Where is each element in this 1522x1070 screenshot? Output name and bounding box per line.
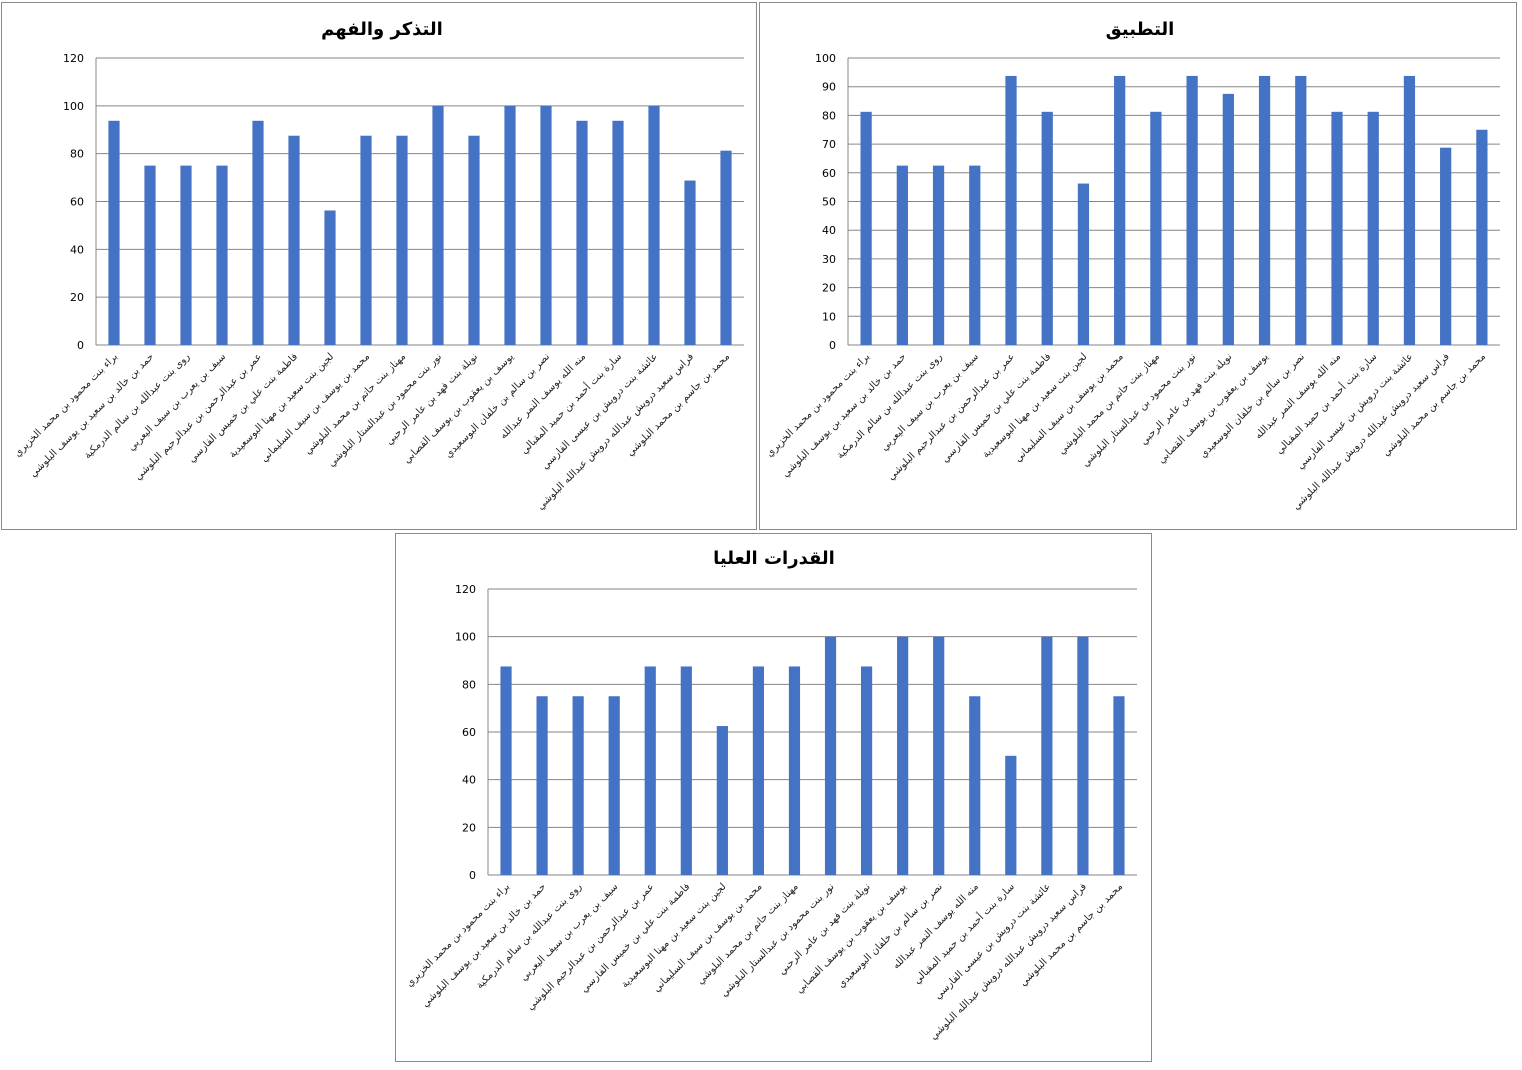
chart-title: التطبيق xyxy=(1106,19,1175,40)
y-tick-label: 60 xyxy=(70,196,84,209)
bar xyxy=(684,180,696,345)
chart-panel-remember-understand: التذكر والفهم 0 20 40 60 80 100 120 براء بنت محم… xyxy=(1,2,757,530)
bar xyxy=(720,150,732,345)
y-tick-label: 80 xyxy=(822,109,836,122)
bar xyxy=(1077,183,1090,345)
bar xyxy=(897,636,909,875)
bar xyxy=(180,165,192,346)
bar xyxy=(1367,111,1379,345)
bar xyxy=(752,666,765,875)
bar xyxy=(468,135,480,345)
bar xyxy=(1005,755,1017,875)
chart-panel-higher-abilities: القدرات العليا 0 20 40 60 80 100 120 براء بنت مح… xyxy=(395,533,1152,1062)
y-tick-label: 20 xyxy=(462,821,476,834)
y-tick-label: 50 xyxy=(822,196,836,209)
bar xyxy=(608,696,620,875)
y-tick-label: 100 xyxy=(63,100,84,113)
bar xyxy=(576,120,588,345)
x-category-label: عمر بن عبدالرحمن بن عبدالرحيم البلوشي xyxy=(525,881,656,1012)
bar xyxy=(644,666,656,875)
bar xyxy=(252,120,264,345)
y-tick-label: 20 xyxy=(70,291,84,304)
bar xyxy=(1295,75,1307,345)
y-tick-label: 70 xyxy=(822,138,836,151)
bar xyxy=(1077,636,1089,875)
y-tick-label: 90 xyxy=(822,81,836,94)
bar xyxy=(504,105,516,345)
bar xyxy=(360,135,372,345)
bar xyxy=(1222,93,1234,346)
bar xyxy=(1403,75,1416,345)
bar xyxy=(860,666,873,875)
bar xyxy=(969,165,981,346)
bar xyxy=(396,135,408,345)
bar xyxy=(540,105,552,345)
bar xyxy=(896,165,908,346)
y-tick-label: 30 xyxy=(822,253,836,266)
bar xyxy=(1258,75,1271,345)
y-tick-label: 120 xyxy=(455,583,476,596)
bar xyxy=(1186,75,1198,345)
x-category-label: عمر بن عبدالرحمن بن عبدالرحيم البلوشي xyxy=(133,351,264,482)
x-category-label: عمر بن عبدالرحمن بن عبدالرحيم البلوشي xyxy=(886,351,1017,482)
bar xyxy=(500,666,512,875)
bar xyxy=(288,135,300,345)
y-tick-label: 0 xyxy=(829,339,836,352)
bar xyxy=(1113,696,1125,875)
y-tick-label: 10 xyxy=(822,310,836,323)
y-tick-label: 80 xyxy=(462,678,476,691)
y-tick-label: 100 xyxy=(455,631,476,644)
bar xyxy=(1440,147,1452,345)
bar xyxy=(716,726,728,875)
y-tick-label: 40 xyxy=(70,243,84,256)
bar xyxy=(1114,75,1126,345)
bar xyxy=(969,696,981,875)
chart-title: التذكر والفهم xyxy=(321,19,443,40)
bar xyxy=(612,120,624,345)
bar xyxy=(572,696,584,875)
bar xyxy=(1005,75,1017,345)
y-tick-label: 120 xyxy=(63,52,84,65)
y-tick-label: 20 xyxy=(822,282,836,295)
bar xyxy=(1476,129,1488,345)
y-tick-label: 60 xyxy=(822,167,836,180)
bar xyxy=(860,111,872,345)
chart-panel-application: التطبيق 0 10 20 30 40 50 60 70 80 90 100 براء بنت مح… xyxy=(759,2,1517,530)
bar xyxy=(144,165,156,346)
y-tick-label: 80 xyxy=(70,148,84,161)
bar xyxy=(1041,636,1053,875)
bar xyxy=(788,666,801,875)
bar xyxy=(1041,111,1053,345)
bar xyxy=(324,210,336,345)
bar xyxy=(933,636,945,875)
bar xyxy=(108,120,120,345)
bar xyxy=(1331,111,1343,345)
y-tick-label: 40 xyxy=(822,224,836,237)
y-tick-label: 40 xyxy=(462,774,476,787)
y-tick-label: 0 xyxy=(77,339,84,352)
bar xyxy=(1150,111,1162,345)
bar xyxy=(680,666,692,875)
bar xyxy=(432,105,444,345)
y-tick-label: 0 xyxy=(469,869,476,882)
bar xyxy=(648,105,660,345)
bar xyxy=(932,165,945,346)
chart-title: القدرات العليا xyxy=(713,548,835,569)
y-tick-label: 100 xyxy=(815,52,836,65)
bar xyxy=(536,696,548,875)
bar xyxy=(216,165,228,346)
bar xyxy=(824,636,837,875)
y-tick-label: 60 xyxy=(462,726,476,739)
